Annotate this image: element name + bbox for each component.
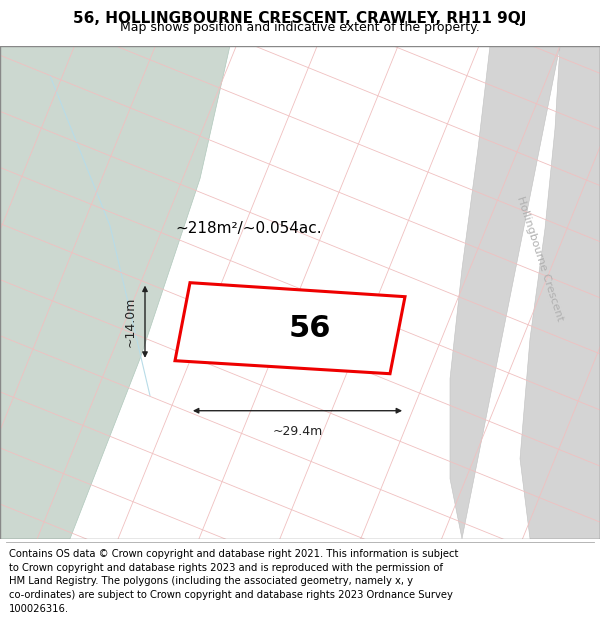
Polygon shape	[450, 46, 600, 539]
Polygon shape	[175, 282, 405, 374]
Text: ~29.4m: ~29.4m	[272, 425, 323, 438]
Text: Contains OS data © Crown copyright and database right 2021. This information is : Contains OS data © Crown copyright and d…	[9, 549, 458, 614]
Text: ~14.0m: ~14.0m	[124, 296, 137, 347]
Polygon shape	[0, 46, 230, 539]
Text: 56, HOLLINGBOURNE CRESCENT, CRAWLEY, RH11 9QJ: 56, HOLLINGBOURNE CRESCENT, CRAWLEY, RH1…	[73, 11, 527, 26]
Text: Map shows position and indicative extent of the property.: Map shows position and indicative extent…	[120, 21, 480, 34]
Text: Hollingbourne Crescent: Hollingbourne Crescent	[515, 195, 565, 322]
Text: 56: 56	[289, 314, 331, 343]
Text: ~218m²/~0.054ac.: ~218m²/~0.054ac.	[175, 221, 322, 236]
